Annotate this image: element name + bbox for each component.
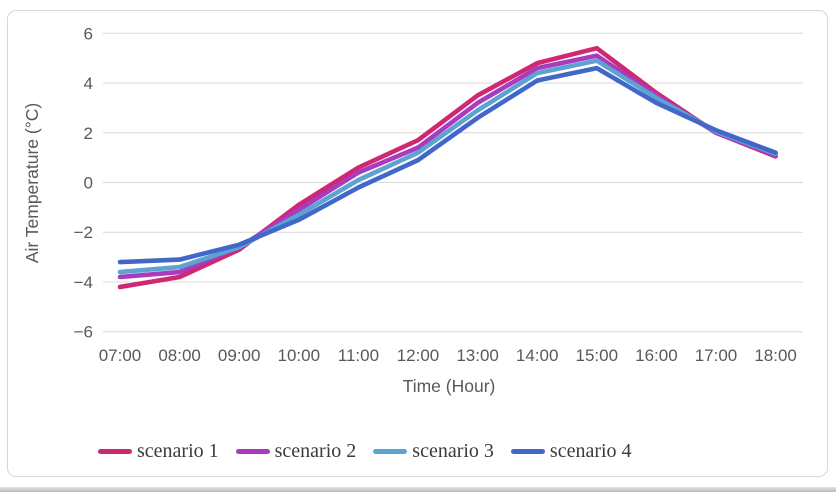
x-tick-label: 11:00	[338, 346, 379, 365]
x-tick-label: 18:00	[754, 346, 797, 365]
legend-swatch-icon	[98, 449, 132, 454]
y-tick-label: 6	[84, 24, 93, 43]
y-tick-label: −4	[74, 273, 93, 292]
legend-item-scenario-1: scenario 1	[98, 440, 219, 463]
legend-item-scenario-2: scenario 2	[235, 440, 357, 463]
figure-border	[7, 10, 828, 477]
legend-swatch-icon	[510, 449, 545, 454]
legend-label: scenario 3	[412, 440, 494, 462]
y-tick-label: 4	[84, 74, 93, 93]
x-axis-title: Time (Hour)	[403, 376, 496, 396]
x-tick-label: 16:00	[635, 346, 678, 365]
y-axis-title: Air Temperature (°C)	[22, 103, 42, 263]
legend-label: scenario 1	[137, 440, 219, 462]
x-tick-label: 14:00	[516, 346, 559, 365]
legend-item-scenario-3: scenario 3	[373, 440, 494, 463]
y-tick-label: −6	[74, 323, 93, 342]
gridlines	[103, 32, 803, 333]
legend-swatch-icon	[235, 449, 270, 454]
x-tick-label: 13:00	[456, 346, 499, 365]
chart-legend: scenario 1 scenario 2 scenario 3 scenario 4	[98, 440, 632, 463]
y-axis-tick-labels: 6 4 2 0 −2 −4 −6	[74, 24, 93, 341]
x-tick-label: 09:00	[218, 346, 261, 365]
series-lines	[117, 45, 778, 290]
x-tick-label: 12:00	[397, 346, 440, 365]
legend-label: scenario 4	[549, 440, 632, 462]
y-tick-label: 0	[84, 174, 93, 193]
legend-label: scenario 2	[274, 440, 357, 462]
x-tick-label: 08:00	[158, 346, 201, 365]
x-axis-tick-labels: 07:00 08:00 09:00 10:00 11:00 12:00 13:00 14:00…	[99, 346, 797, 365]
series-line-scenario-2	[117, 53, 778, 280]
x-tick-label: 17:00	[695, 346, 738, 365]
x-tick-label: 10:00	[278, 346, 321, 365]
window-bottom-edge	[0, 487, 836, 492]
legend-item-scenario-4: scenario 4	[510, 440, 632, 463]
y-tick-label: 2	[84, 124, 93, 143]
series-line-scenario-4	[117, 65, 778, 265]
x-tick-label: 07:00	[99, 346, 142, 365]
x-tick-label: 15:00	[576, 346, 619, 365]
y-tick-label: −2	[74, 223, 93, 242]
legend-swatch-icon	[373, 449, 408, 454]
series-line-scenario-3	[117, 58, 778, 275]
